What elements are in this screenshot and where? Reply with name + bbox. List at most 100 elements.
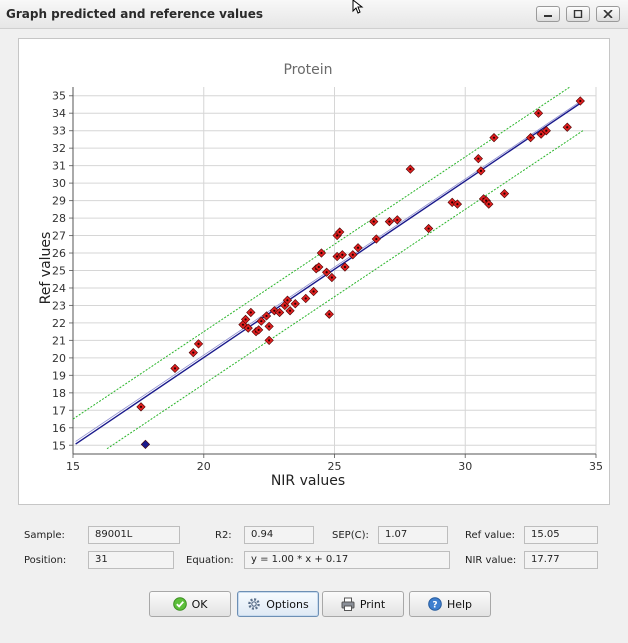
- y-tick-label: 29: [52, 195, 66, 208]
- data-point-center: [336, 255, 339, 258]
- data-point-center: [294, 302, 297, 305]
- equation-field: y = 1.00 * x + 0.17: [244, 551, 450, 569]
- data-point-center: [356, 246, 360, 249]
- data-point-center: [537, 112, 540, 115]
- print-button-label: Print: [359, 597, 386, 611]
- data-point-center: [485, 199, 488, 202]
- y-tick-label: 32: [52, 142, 66, 155]
- x-tick-label: 20: [197, 460, 211, 473]
- mouse-cursor-icon: [352, 0, 364, 14]
- data-point-center: [503, 192, 506, 195]
- y-axis-label: Ref values: [38, 232, 54, 305]
- y-tick-label: 23: [52, 299, 66, 312]
- y-tick-label: 28: [52, 212, 66, 225]
- close-button[interactable]: [596, 6, 620, 22]
- data-point-center: [330, 276, 333, 279]
- y-tick-label: 34: [52, 107, 66, 120]
- data-point-center: [304, 297, 307, 300]
- x-tick-label: 15: [66, 460, 80, 473]
- sep-field: 1.07: [378, 526, 448, 544]
- y-tick-label: 33: [52, 125, 66, 138]
- x-tick-label: 30: [458, 460, 472, 473]
- position-label: Position:: [24, 555, 67, 566]
- data-point-center: [487, 202, 490, 206]
- check-icon: [172, 597, 187, 611]
- window-title: Graph predicted and reference values: [6, 7, 263, 21]
- print-button[interactable]: Print: [322, 591, 404, 617]
- data-point-center: [312, 290, 315, 293]
- y-tick-label: 21: [52, 334, 66, 347]
- x-tick-label: 35: [589, 460, 603, 473]
- chart-panel: Protein NIR values Ref values 15 16 17 18 19…: [18, 38, 610, 505]
- ok-button-label: OK: [191, 597, 208, 611]
- data-point-center: [257, 328, 260, 332]
- data-point-center: [288, 309, 292, 312]
- close-icon: [603, 10, 613, 18]
- data-point-center: [409, 168, 412, 171]
- y-tick-label: 27: [52, 230, 66, 243]
- data-point-center: [278, 311, 281, 314]
- ref-value-label: Ref value:: [465, 530, 516, 541]
- x-axis-label: NIR values: [271, 473, 345, 489]
- ok-button[interactable]: OK: [149, 591, 231, 617]
- data-point-center: [173, 367, 177, 370]
- data-point-center: [545, 129, 548, 132]
- data-point-center: [260, 320, 263, 323]
- title-bar[interactable]: Graph predicted and reference values: [0, 0, 628, 29]
- data-point-center: [539, 133, 543, 136]
- data-point-center: [388, 220, 391, 223]
- svg-text:?: ?: [432, 601, 437, 611]
- y-tick-label: 18: [52, 387, 66, 400]
- data-point-center: [273, 309, 276, 312]
- r2-label: R2:: [215, 530, 232, 541]
- data-point-center: [492, 136, 496, 139]
- y-tick-label: 35: [52, 90, 66, 103]
- data-point-center: [197, 342, 200, 345]
- gear-icon: [248, 598, 261, 610]
- data-point-center: [336, 234, 339, 237]
- lower-limit-line: [106, 130, 584, 450]
- options-button-label: Options: [266, 597, 309, 611]
- y-tick-label: 17: [52, 404, 66, 417]
- data-point-center: [396, 218, 399, 221]
- y-tick-label: 15: [52, 439, 66, 452]
- position-field: 31: [88, 551, 174, 569]
- data-point-center: [241, 323, 245, 326]
- r2-field: 0.94: [244, 526, 314, 544]
- x-tick-label: 25: [328, 460, 342, 473]
- data-point-center: [325, 271, 328, 274]
- help-button-label: Help: [446, 597, 473, 611]
- data-point-center: [375, 237, 378, 241]
- data-point-center: [192, 351, 195, 354]
- y-tick-label: 24: [52, 282, 66, 295]
- data-point-center: [451, 201, 454, 204]
- data-point-center: [247, 327, 250, 330]
- nir-value-field: 17.77: [524, 551, 598, 569]
- data-point-center: [317, 265, 320, 269]
- data-point-center: [139, 405, 143, 408]
- data-point-center: [286, 299, 289, 302]
- data-point-center: [529, 136, 532, 139]
- maximize-icon: [573, 10, 583, 18]
- y-tick-label: 31: [52, 160, 66, 173]
- data-point-center: [320, 251, 323, 255]
- options-button[interactable]: Options: [237, 591, 319, 617]
- y-tick-label: 25: [52, 265, 66, 278]
- y-tick-label: 20: [52, 352, 66, 365]
- minimize-button[interactable]: [536, 6, 560, 22]
- ref-value-field: 15.05: [524, 526, 598, 544]
- y-tick-label: 19: [52, 369, 66, 382]
- data-point-center: [338, 230, 341, 234]
- y-tick-label: 30: [52, 177, 66, 190]
- equation-label: Equation:: [186, 555, 234, 566]
- data-point-center: [566, 126, 569, 129]
- help-button[interactable]: ? Help: [409, 591, 491, 617]
- data-point-center: [341, 253, 344, 256]
- maximize-button[interactable]: [566, 6, 590, 22]
- minimize-icon: [544, 15, 552, 17]
- data-point-center: [477, 157, 480, 160]
- data-point-center: [328, 313, 331, 316]
- data-point-center: [427, 227, 430, 230]
- scatter-chart: Protein NIR values Ref values 15 16 17 18 19…: [38, 62, 603, 489]
- data-point-center: [479, 169, 483, 172]
